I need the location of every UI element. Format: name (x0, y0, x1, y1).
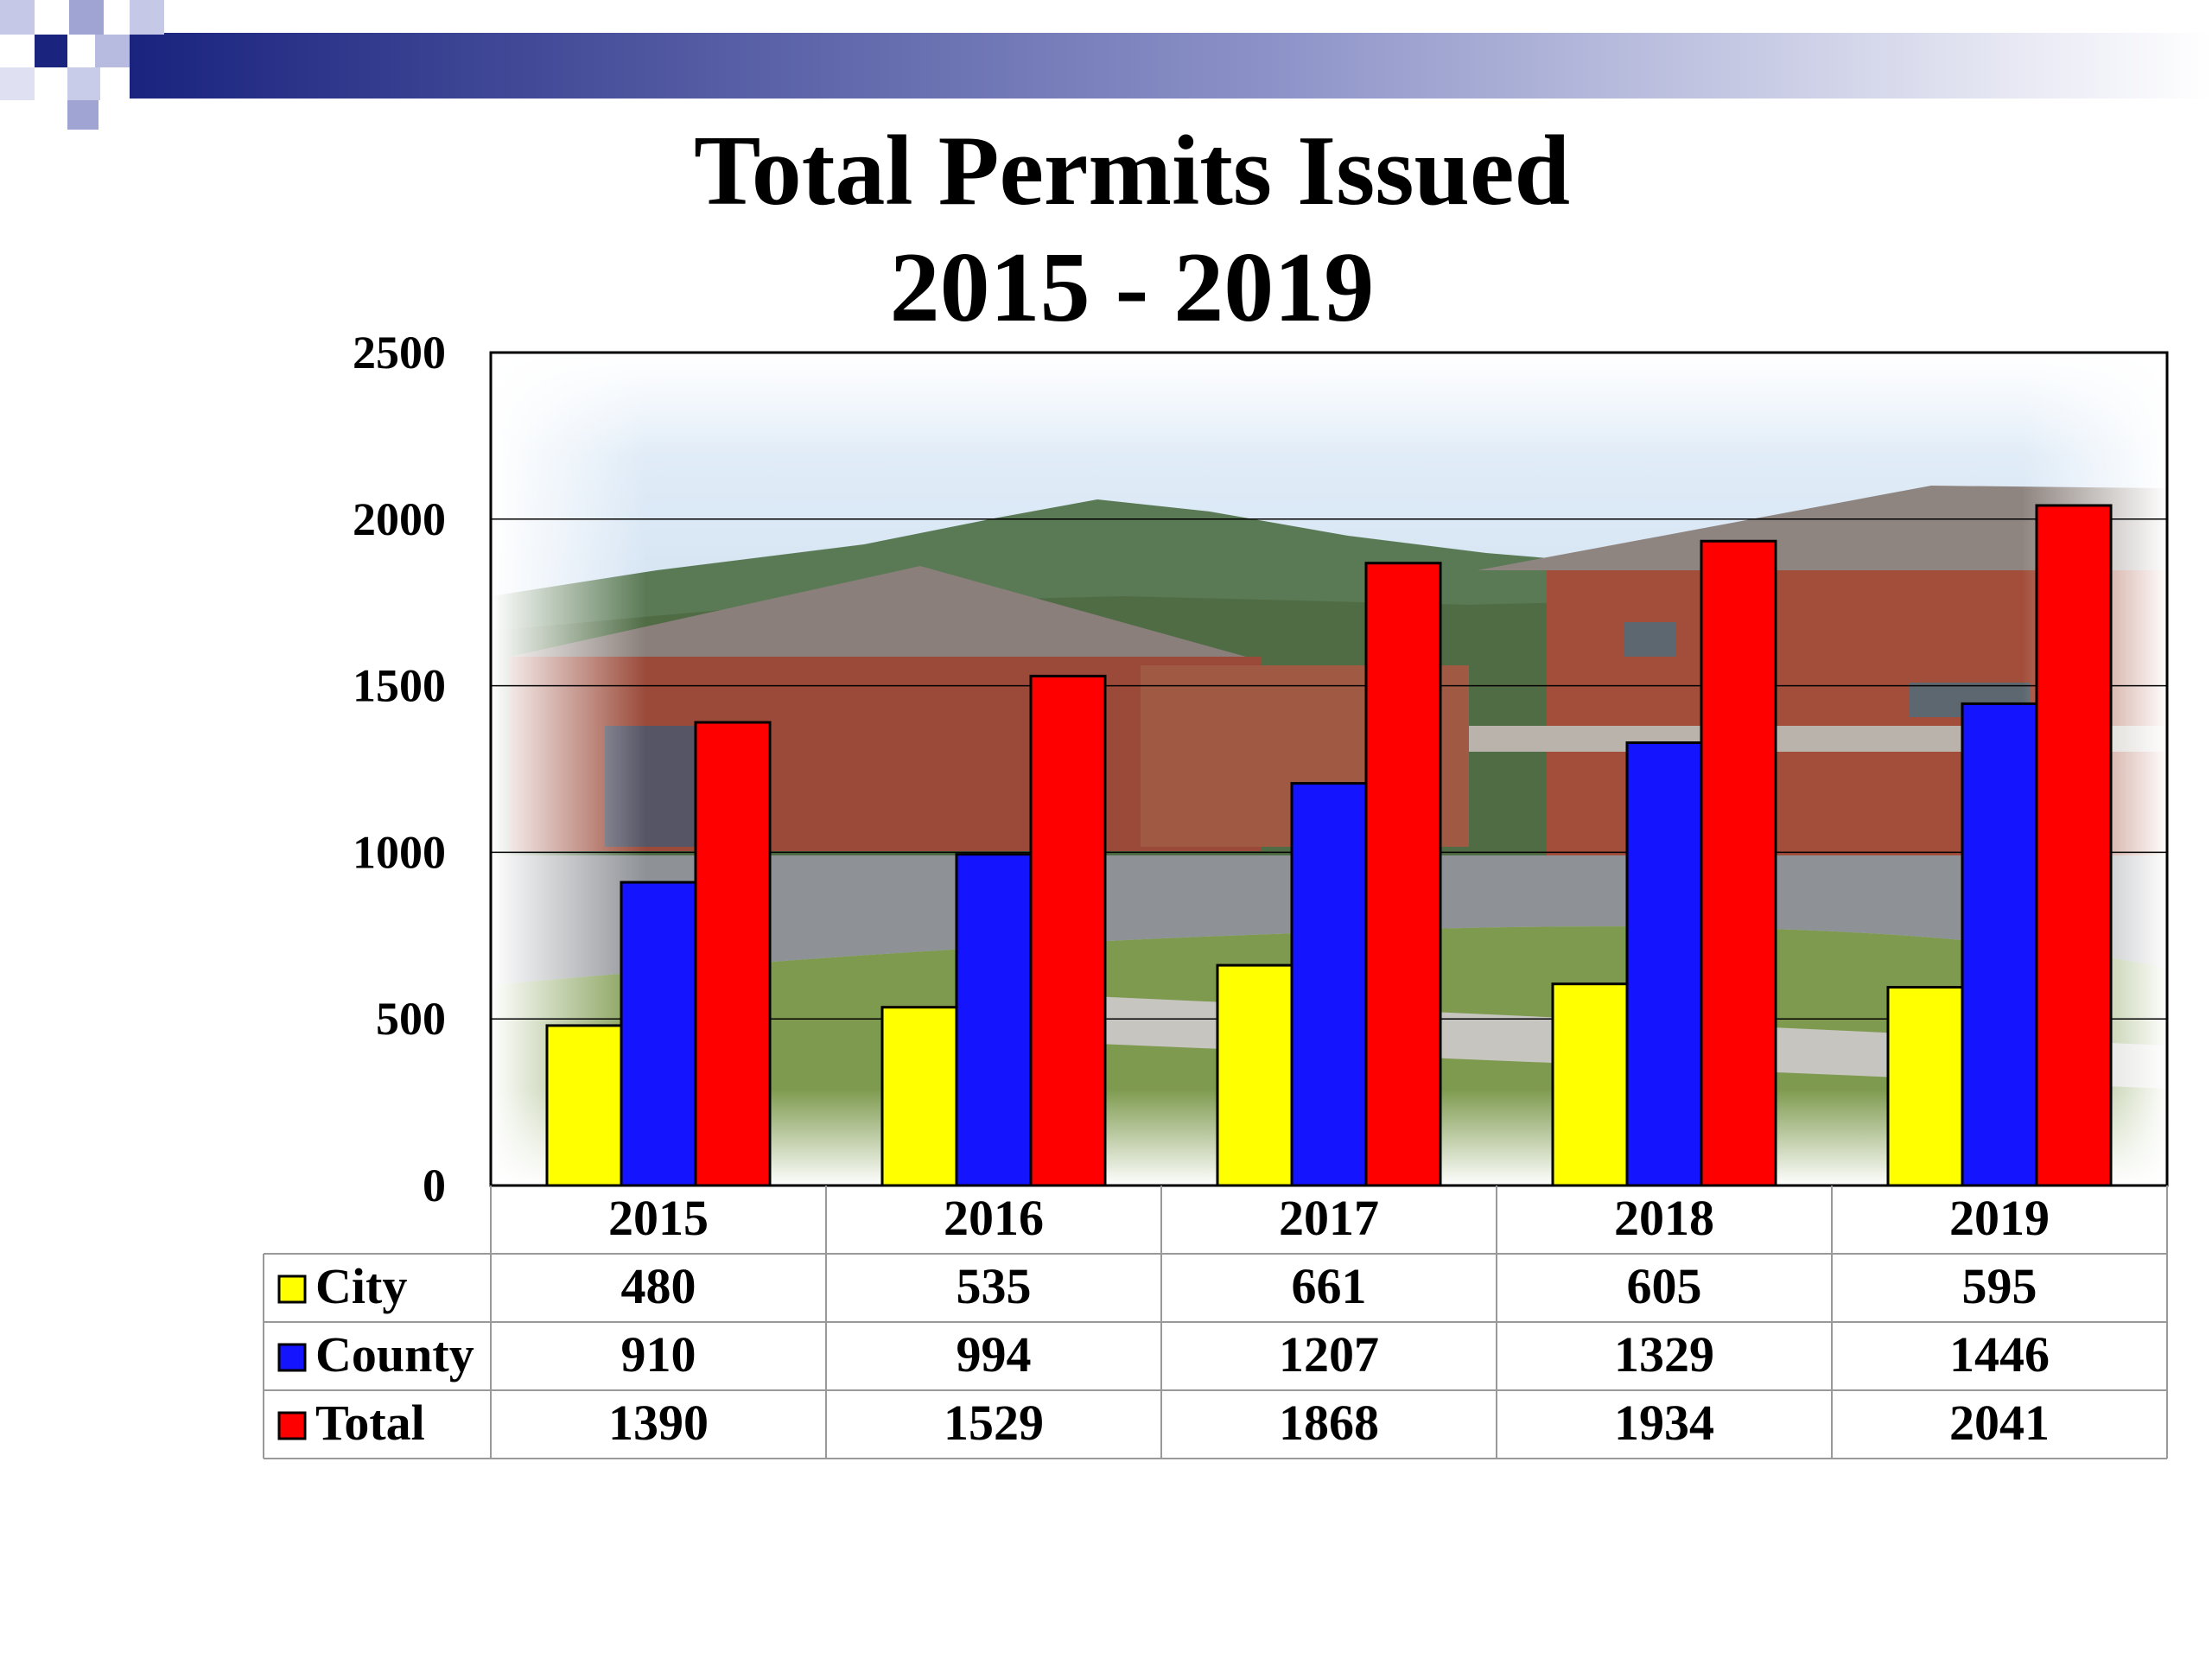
y-tick-label: 0 (423, 1160, 446, 1211)
y-tick-label: 2000 (353, 493, 446, 545)
data-label: 2041 (1949, 1395, 2050, 1451)
data-label: 1934 (1614, 1395, 1714, 1451)
bars (545, 504, 2113, 1187)
data-label: 595 (1962, 1258, 2037, 1314)
y-tick-label: 1500 (353, 660, 446, 712)
chart-title: Total Permits Issued (694, 116, 1570, 226)
y-tick-label: 1000 (353, 826, 446, 878)
x-tick-label: 2016 (944, 1190, 1044, 1246)
bar-total-2018 (1700, 539, 1777, 1187)
data-label: 1868 (1279, 1395, 1379, 1451)
bar-county-2015 (620, 880, 697, 1187)
x-tick-label: 2015 (608, 1190, 709, 1246)
plot-frame (489, 351, 2169, 1187)
data-label: 910 (621, 1326, 696, 1382)
chart-subtitle: 2015 - 2019 (889, 232, 1375, 343)
data-label: 1329 (1614, 1326, 1714, 1382)
data-label: 1529 (944, 1395, 1044, 1451)
bar-city-2018 (1551, 982, 1629, 1187)
legend-label: County (315, 1326, 474, 1382)
y-axis-ticks: 0 500 1000 1500 2000 2500 (353, 327, 446, 1211)
bar-county-2018 (1625, 741, 1703, 1187)
x-tick-label: 2017 (1279, 1190, 1379, 1246)
bar-total-2019 (2035, 504, 2113, 1187)
y-tick-label: 2500 (353, 327, 446, 378)
legend-swatch-total (277, 1411, 307, 1440)
data-label: 994 (957, 1326, 1032, 1382)
data-label: 1207 (1279, 1326, 1379, 1382)
data-label: 535 (957, 1258, 1032, 1314)
bar-total-2015 (694, 721, 772, 1187)
bar-city-2019 (1886, 986, 1964, 1187)
x-tick-label: 2018 (1614, 1190, 1714, 1246)
bar-total-2016 (1029, 674, 1107, 1187)
bar-county-2016 (955, 853, 1033, 1187)
legend-swatch-county (277, 1343, 307, 1372)
header-band (0, 0, 2212, 130)
bar-city-2016 (880, 1006, 958, 1187)
legend-label: City (315, 1258, 407, 1314)
x-tick-label: 2019 (1949, 1190, 2050, 1246)
data-table: 2015 2016 2017 2018 2019 City 480 535 661 605 595 C… (263, 1185, 2168, 1459)
bar-total-2017 (1364, 562, 1442, 1187)
bar-city-2017 (1216, 963, 1294, 1187)
data-label: 1390 (608, 1395, 709, 1451)
bar-county-2019 (1961, 702, 2038, 1187)
data-label: 605 (1627, 1258, 1702, 1314)
data-label: 661 (1292, 1258, 1367, 1314)
bar-city-2015 (545, 1024, 623, 1187)
y-tick-label: 500 (376, 993, 446, 1045)
data-label: 1446 (1949, 1326, 2050, 1382)
legend-label: Total (315, 1395, 425, 1451)
legend-swatch-city (277, 1274, 307, 1304)
bar-county-2017 (1290, 782, 1368, 1187)
data-label: 480 (621, 1258, 696, 1314)
